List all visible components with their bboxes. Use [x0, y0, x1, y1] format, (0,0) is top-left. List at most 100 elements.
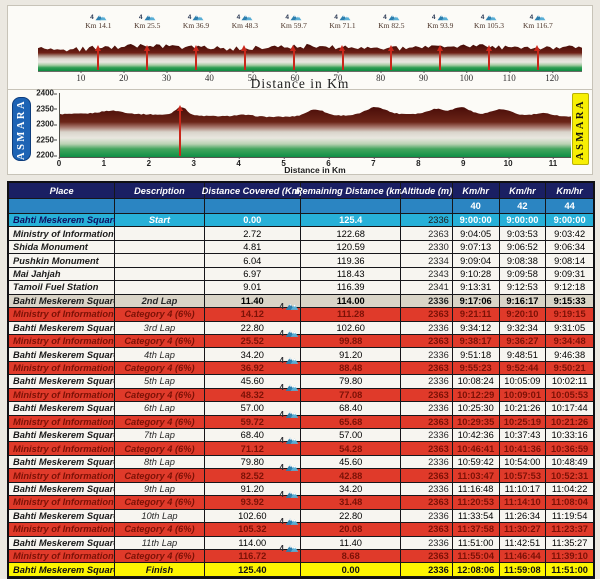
cell-altitude: 2336: [401, 214, 453, 228]
cell-time-42: 9:52:44: [499, 361, 547, 376]
cell-place: Pushkin Monument: [9, 254, 116, 268]
cell-time-42: 9:06:52: [499, 240, 547, 255]
cell-altitude: 2336: [401, 375, 453, 389]
top-chart-markers: 4 Km 14.1 4 Km 25.5 4 Km 36.9 4 Km 48.3 4 Km 59.7…: [38, 11, 582, 36]
cell-time-44: 11:51:00: [546, 563, 593, 577]
cell-time-44: 10:33:16: [546, 429, 593, 443]
table-row: Ministry of Information 2.72 122.68 2363 9:0…: [9, 227, 593, 241]
col-distance-covered: Distance Covered (Km): [202, 183, 303, 199]
cell-time-40: 11:20:53: [452, 496, 500, 510]
cell-description: Category 4 (6%): [115, 442, 205, 456]
cell-remaining-distance: 54.28: [300, 442, 402, 456]
cell-place: Ministry of Information: [9, 415, 116, 429]
cell-altitude: 2363: [401, 442, 453, 456]
mountain-icon: [285, 330, 299, 337]
table-row: Bahti Meskerem Square 7th Lap 68.40 57.00 23…: [9, 429, 593, 443]
cell-time-42: 10:54:00: [499, 455, 547, 470]
climb-marker: 4 Km 105.3: [461, 11, 517, 30]
speed-row-empty-cell: [300, 199, 402, 214]
cell-place: Ministry of Information: [9, 549, 116, 564]
table-row: Pushkin Monument 6.04 119.36 2334 9:09:04 9:0…: [9, 254, 593, 268]
cell-time-44: 9:31:05: [546, 321, 593, 335]
x-axis-tick: 6: [326, 157, 331, 168]
cell-altitude: 2336: [401, 321, 453, 335]
cell-description: 10th Lap: [115, 509, 205, 524]
cell-description: 6th Lap: [115, 402, 205, 416]
col-kmhr-42: Km/hr: [499, 183, 547, 199]
cell-altitude: 2363: [401, 496, 453, 510]
y-axis-tick: 2250: [36, 135, 57, 145]
climb-category-number: 4: [431, 14, 436, 21]
table-row: Tamoil Fuel Station 9.01 116.39 2341 9:13:31…: [9, 281, 593, 295]
cell-altitude: 2336: [401, 482, 453, 497]
climb-category-number: 4: [279, 463, 284, 473]
x-axis-tick: 10: [503, 157, 513, 168]
cell-place: Ministry of Information: [9, 334, 116, 349]
cell-place: Ministry of Information: [9, 469, 116, 483]
cell-place: Ministry of Information: [9, 523, 116, 537]
climb-category-number: 4: [138, 14, 143, 21]
cell-time-44: 9:03:42: [546, 227, 593, 241]
mountain-icon: [285, 491, 299, 499]
cell-time-42: 11:10:17: [499, 482, 547, 497]
cell-time-42: 9:20:10: [499, 308, 547, 322]
lap-chart-yticks: 2400 2350 2300 2250 2200: [32, 89, 57, 160]
climb-category-number: 4: [279, 382, 284, 392]
cell-time-42: 10:09:01: [499, 388, 547, 403]
climb-marker: 4 Km 93.9: [412, 11, 468, 30]
mountain-icon: [144, 14, 155, 21]
lap-profile-graphic: [59, 93, 571, 158]
category-4-climb-icon: 4: [280, 328, 299, 338]
mountain-icon: [285, 518, 299, 525]
cell-description: [115, 254, 205, 268]
cell-altitude: 2334: [401, 254, 453, 268]
category-4-climb-icon: 4: [280, 409, 299, 419]
cell-time-40: 9:21:11: [452, 308, 500, 322]
cell-distance-covered: 22.80: [204, 321, 301, 335]
cell-time-42: 11:42:51: [499, 536, 547, 550]
mountain-icon: [95, 14, 107, 21]
table-row: Bahti Meskerem Square 5th Lap 45.60 79.80 23…: [9, 375, 593, 389]
mountain-icon: [241, 14, 253, 21]
cell-remaining-distance: 0.00: [300, 563, 402, 577]
x-axis-tick: 3: [191, 157, 196, 168]
cell-time-42: 9:03:53: [499, 227, 547, 241]
category-4-climb-icon: 4: [280, 489, 299, 499]
cell-altitude: 2341: [401, 281, 453, 295]
cell-remaining-distance: 114.00: [300, 294, 402, 309]
cell-time-44: 9:12:18: [546, 281, 593, 295]
table-row: Ministry of Information Category 4 (6%) 10…: [9, 517, 593, 537]
y-axis-tick: 2400: [36, 88, 57, 98]
climb-marker: 4 Km 59.7: [266, 11, 322, 30]
cell-time-44: 11:04:22: [546, 482, 593, 497]
table-row: Ministry of Information Category 4 (6%) 59…: [9, 410, 593, 429]
climb-category-number: 4: [279, 328, 284, 338]
climb-km-label: Km 48.3: [231, 21, 259, 30]
cell-time-42: 11:26:34: [499, 509, 547, 524]
cell-place: Bahti Meskerem Square: [9, 375, 118, 389]
cell-time-44: 9:34:48: [546, 334, 593, 349]
mountain-profile-svg: [38, 43, 582, 71]
cell-time-42: 9:32:34: [499, 321, 547, 335]
cell-place: Mai Jahjah: [9, 267, 116, 282]
cell-remaining-distance: 34.20: [300, 482, 402, 497]
cell-remaining-distance: 122.68: [300, 227, 402, 241]
category-4-climb-icon: 4: [280, 435, 299, 445]
climb-km-label: Km 25.5: [134, 21, 161, 30]
cell-altitude: 2336: [401, 348, 453, 362]
col-altitude: Altitude (m): [401, 183, 453, 199]
cell-description: Start: [115, 214, 205, 228]
x-axis-tick: 60: [290, 71, 300, 83]
cell-distance-covered: 34.20: [204, 348, 301, 362]
climb-marker: 4 Km 36.9: [168, 11, 224, 30]
cell-place: Bahti Meskerem Square: [9, 348, 118, 362]
x-axis-tick: 0: [56, 157, 62, 168]
category-4-climb-icon: 4: [280, 516, 299, 526]
cell-place: Bahti Meskerem Square: [9, 482, 118, 497]
category-4-climb-icon: 4: [280, 355, 299, 365]
cell-place: Bahti Meskerem Square: [9, 321, 118, 335]
x-axis-tick: 2: [146, 157, 152, 168]
cell-remaining-distance: 11.40: [300, 536, 402, 550]
cell-remaining-distance: 111.28: [300, 308, 402, 322]
x-axis-tick: 20: [119, 71, 129, 83]
